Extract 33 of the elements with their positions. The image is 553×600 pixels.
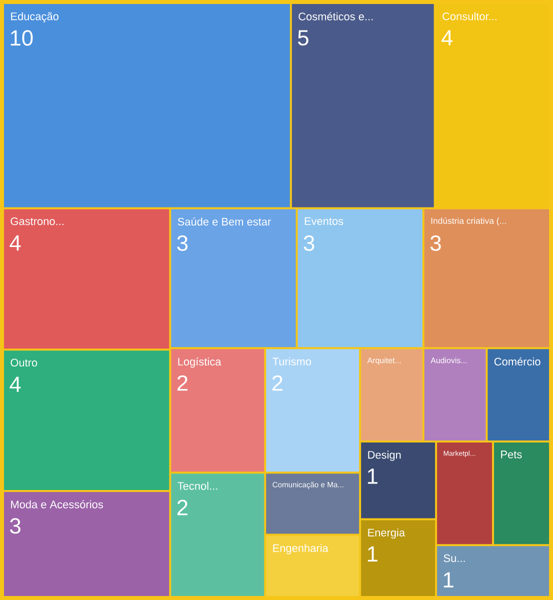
category-label: Logística — [178, 357, 222, 368]
data-label: 2 — [272, 375, 282, 391]
category-label: Gastrono... — [10, 217, 64, 226]
data-label: 4 — [10, 235, 21, 250]
category-label: Comércio — [494, 357, 540, 366]
category-label: Eventos — [304, 217, 344, 226]
data-label: 3 — [177, 235, 188, 251]
data-label: 4 — [10, 376, 21, 392]
category-label: Saúde e Bem estar — [178, 217, 271, 226]
category-label: Engenharia — [273, 544, 328, 554]
data-label: 5 — [298, 30, 308, 46]
category-label: Educação — [11, 12, 58, 22]
data-label: 1 — [368, 546, 378, 562]
category-label: Moda e Acessórios — [11, 500, 103, 508]
category-label: Energia — [368, 528, 406, 539]
category-label: Consultor... — [442, 12, 496, 20]
data-label: 3 — [430, 235, 441, 251]
category-label: Indústria criativa (... — [431, 217, 506, 226]
category-label: Design — [368, 450, 401, 461]
category-label: Turismo — [272, 357, 312, 366]
data-label: 1 — [368, 468, 378, 484]
data-label: 3 — [304, 235, 314, 251]
category-label: Su... — [444, 554, 465, 562]
data-label: 2 — [177, 500, 188, 516]
data-label: 10 — [10, 30, 33, 46]
data-label: 1 — [444, 572, 454, 588]
category-label: Outro — [10, 358, 38, 367]
data-label: 3 — [10, 518, 20, 534]
data-label: 2 — [177, 375, 188, 391]
category-label: Tecnol... — [178, 482, 218, 490]
category-label: Cosméticos e... — [298, 12, 373, 20]
category-label: Pets — [501, 450, 522, 458]
data-label: 4 — [442, 30, 453, 46]
